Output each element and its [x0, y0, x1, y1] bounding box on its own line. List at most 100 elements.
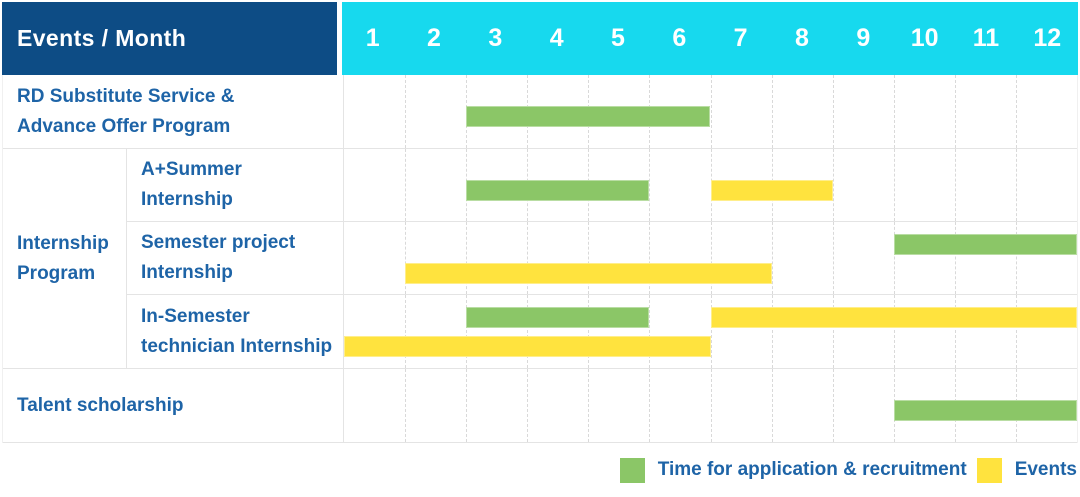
row-label-line: technician Internship [141, 335, 333, 357]
month-column [527, 369, 588, 442]
schedule-table-body: RD Substitute Service & Advance Offer Pro… [2, 75, 1078, 443]
month-column [588, 369, 649, 442]
month-column [771, 369, 833, 442]
month-column [344, 222, 405, 294]
month-column [344, 149, 405, 221]
month-column [1015, 295, 1077, 368]
month-column [588, 222, 649, 294]
legend-label: Time for application & recruitment [657, 459, 967, 480]
legend-item-green: Time for application & recruitment [619, 457, 967, 483]
month-column [405, 295, 466, 368]
month-column [1015, 149, 1077, 221]
month-header-11: 11 [972, 24, 1000, 52]
row-label-cell: A+Summer Internship [127, 149, 343, 221]
month-column [954, 295, 1016, 368]
month-column [344, 75, 405, 148]
month-column [649, 222, 710, 294]
month-column [893, 75, 955, 148]
month-column [649, 295, 710, 368]
row-label-line: Internship [17, 232, 109, 254]
month-header-3: 3 [488, 24, 503, 52]
month-column [771, 75, 833, 148]
month-column [405, 222, 466, 294]
month-column [527, 222, 588, 294]
row-label-line: Semester project [141, 232, 296, 253]
month-column [466, 295, 527, 368]
month-column [527, 295, 588, 368]
internship-program-section: Internship Program A+Summer Internship Semes… [3, 149, 1077, 369]
month-column [832, 295, 894, 368]
events-bar [710, 307, 1077, 328]
application-recruitment-bar [893, 400, 1077, 421]
row-label-line: Talent scholarship [17, 394, 184, 416]
month-grid-cells [343, 75, 1077, 148]
month-column [893, 149, 955, 221]
month-grid-cells [343, 369, 1077, 442]
month-header-6: 6 [672, 24, 687, 52]
yellow-legend-swatch [976, 457, 1002, 483]
legend-label: Events [1014, 459, 1077, 480]
month-column [344, 369, 405, 442]
row-label-cell: In-Semester technician Internship [127, 295, 343, 368]
month-column [771, 222, 833, 294]
month-column [1015, 75, 1077, 148]
month-column [405, 369, 466, 442]
row-label-cell: Semester project Internship [127, 222, 343, 294]
month-column [1015, 222, 1077, 294]
table-header-row: Events / Month 1 2 3 4 5 6 7 8 9 10 11 12 [2, 2, 1078, 75]
group-rows: A+Summer Internship Semester project Intern… [127, 149, 1077, 368]
application-recruitment-bar [466, 106, 711, 127]
events-bar [405, 263, 772, 284]
month-column [771, 295, 833, 368]
month-column [893, 222, 955, 294]
month-header-8: 8 [795, 24, 809, 52]
row-label-line: In-Semester [141, 305, 250, 327]
month-header-9: 9 [856, 24, 871, 52]
month-header-1: 1 [365, 24, 380, 52]
month-column [710, 295, 772, 368]
application-recruitment-bar [466, 307, 650, 328]
section-rows: RD Substitute Service & Advance Offer Pro… [3, 75, 1077, 148]
month-grid-cells [343, 295, 1077, 368]
table-row: A+Summer Internship [127, 149, 1077, 222]
table-section: RD Substitute Service & Advance Offer Pro… [3, 75, 1077, 149]
row-label-line: Advance Offer Program [17, 115, 231, 137]
row-label-line: Program [17, 262, 96, 284]
month-column [710, 75, 772, 148]
table-row: In-Semester technician Internship [127, 295, 1077, 368]
row-label-cell: RD Substitute Service & Advance Offer Pro… [3, 75, 343, 148]
month-axis-header: 1 2 3 4 5 6 7 8 9 10 11 12 [342, 2, 1078, 75]
month-column [344, 295, 405, 368]
month-header-10: 10 [910, 24, 939, 52]
row-label-cell: Talent scholarship [3, 369, 343, 442]
month-header-4: 4 [549, 24, 564, 52]
month-header-7: 7 [733, 24, 748, 52]
events-bar [710, 180, 833, 201]
month-column [954, 75, 1016, 148]
month-column [466, 369, 527, 442]
month-column [649, 149, 710, 221]
month-column [832, 75, 894, 148]
month-grid-cells [343, 149, 1077, 221]
table-row: Talent scholarship [3, 369, 1077, 442]
events-month-header-cell: Events / Month [2, 2, 337, 75]
month-column [832, 149, 894, 221]
month-column [954, 222, 1016, 294]
application-recruitment-bar [893, 234, 1077, 255]
month-header-12: 12 [1033, 24, 1062, 52]
month-column [405, 75, 466, 148]
legend: Time for application & recruitment Events [2, 443, 1078, 497]
row-label-line: Internship [141, 189, 233, 210]
month-header-5: 5 [611, 24, 625, 52]
application-recruitment-bar [466, 180, 650, 201]
month-column [649, 369, 710, 442]
month-column [832, 369, 894, 442]
month-column [710, 369, 772, 442]
month-column [466, 222, 527, 294]
row-label-line: RD Substitute Service & [17, 85, 235, 107]
table-row: RD Substitute Service & Advance Offer Pro… [3, 75, 1077, 148]
month-column [588, 295, 649, 368]
events-bar [344, 336, 711, 357]
row-label-line: Internship [141, 262, 233, 283]
